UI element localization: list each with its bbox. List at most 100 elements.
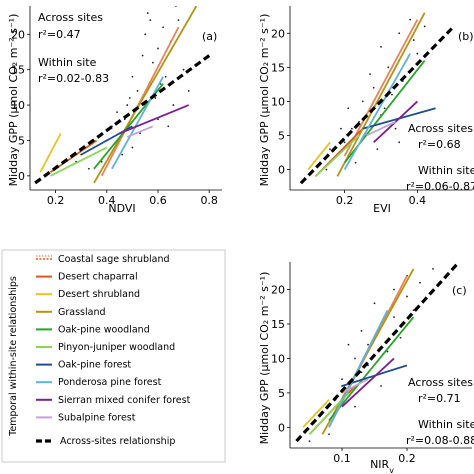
legend-title: Temporal within-site relationships bbox=[8, 276, 19, 437]
data-point bbox=[380, 385, 382, 387]
series-line-sierran-mixed-conifer-forest bbox=[341, 357, 395, 408]
series-line-ponderosa-pine-forest bbox=[328, 309, 389, 428]
data-point bbox=[376, 148, 379, 151]
series-line-oak-pine-woodland bbox=[328, 316, 415, 422]
legend-item-label: Pinyon-juniper woodland bbox=[58, 342, 175, 353]
data-point bbox=[172, 104, 175, 106]
data-point bbox=[131, 75, 134, 78]
data-point bbox=[139, 132, 141, 135]
panel-c-across-r2: r²=0.71 bbox=[418, 392, 461, 405]
plot-area bbox=[295, 262, 461, 443]
panel-a-xlabel: NDVI bbox=[108, 202, 135, 215]
data-point bbox=[350, 127, 353, 130]
data-point bbox=[177, 19, 180, 22]
legend-items: Coastal sage shrubland Desert chaparral De… bbox=[36, 254, 191, 447]
data-point bbox=[187, 90, 190, 92]
panel-b-ylabel: Midday GPP (μmol CO₂ m⁻² s⁻¹) bbox=[258, 14, 271, 187]
data-point bbox=[393, 288, 395, 291]
data-point bbox=[151, 61, 154, 64]
y-tick-label: 15 bbox=[271, 61, 285, 74]
y-tick-label: 0 bbox=[278, 421, 285, 434]
x-tick-label: 0.2 bbox=[47, 194, 65, 207]
series-line-grassland bbox=[336, 12, 426, 177]
legend-item-label: Grassland bbox=[58, 307, 106, 318]
plot-area bbox=[299, 12, 455, 185]
series-line-across-sites-relationship bbox=[34, 54, 211, 185]
series-line-pinyon-juniper-woodland bbox=[314, 134, 360, 178]
series-line-across-sites-relationship bbox=[299, 25, 455, 185]
legend-item-label: Oak-pine forest bbox=[58, 360, 131, 371]
y-tick-label: 15 bbox=[11, 64, 25, 77]
y-tick-label: 5 bbox=[278, 129, 285, 142]
data-point bbox=[164, 75, 167, 78]
series-line-desert-shrubland bbox=[302, 399, 330, 428]
y-tick-label: 20 bbox=[271, 284, 285, 297]
series-line-grassland bbox=[93, 6, 198, 184]
data-point bbox=[131, 146, 134, 149]
data-point bbox=[325, 168, 328, 171]
data-point bbox=[167, 125, 170, 128]
y-tick-label: 15 bbox=[271, 318, 285, 331]
y-tick-label: 0 bbox=[18, 170, 25, 183]
data-point bbox=[367, 343, 369, 346]
data-point bbox=[383, 107, 386, 110]
data-point bbox=[146, 12, 149, 14]
data-point bbox=[394, 127, 397, 130]
data-point bbox=[329, 148, 331, 151]
panel-c-across-text: Across sites bbox=[408, 376, 473, 389]
data-point bbox=[144, 33, 147, 36]
panel-a-across-text: Across sites bbox=[38, 11, 103, 24]
data-point bbox=[341, 378, 343, 381]
data-point bbox=[162, 26, 165, 29]
panel-c-ylabel: Midday GPP (μmol CO₂ m⁻² s⁻¹) bbox=[258, 272, 271, 445]
legend-item-label: Coastal sage shrubland bbox=[58, 254, 170, 265]
data-point bbox=[354, 161, 357, 164]
panel-c-xlabel: NIRv bbox=[370, 458, 394, 474]
data-point bbox=[157, 47, 159, 50]
data-point bbox=[399, 336, 402, 339]
data-point bbox=[154, 97, 157, 99]
series-line-ponderosa-pine-forest bbox=[343, 53, 411, 170]
panel-b-across-text: Across sites bbox=[408, 122, 473, 135]
panel-b-within-text: Within site bbox=[418, 164, 474, 177]
panel-c-label: (c) bbox=[452, 284, 467, 297]
data-point bbox=[347, 343, 350, 346]
data-point bbox=[126, 104, 129, 106]
series-line-desert-shrubland bbox=[39, 132, 62, 173]
data-point bbox=[423, 25, 426, 28]
x-tick-label: 0.2 bbox=[336, 194, 354, 207]
data-point bbox=[87, 167, 90, 170]
data-point bbox=[354, 405, 356, 408]
data-point bbox=[361, 100, 364, 103]
y-tick-label: 10 bbox=[11, 99, 25, 112]
legend-item-label: Sierran mixed conifer forest bbox=[58, 395, 191, 406]
data-point bbox=[182, 68, 185, 71]
data-point bbox=[406, 295, 408, 298]
data-point bbox=[340, 127, 342, 130]
data-point bbox=[398, 32, 401, 35]
y-tick-label: 20 bbox=[11, 28, 25, 41]
y-tick-label: 20 bbox=[271, 27, 285, 40]
data-point bbox=[136, 90, 139, 92]
y-tick-label: 10 bbox=[271, 95, 285, 108]
data-point bbox=[369, 73, 371, 76]
data-point bbox=[432, 267, 434, 270]
series-line-subalpine-forest bbox=[366, 121, 396, 137]
x-tick-label: 0.4 bbox=[409, 194, 427, 207]
data-point bbox=[387, 66, 390, 69]
series-line-subalpine-forest bbox=[341, 378, 369, 394]
panel-b-xlabel: EVI bbox=[373, 202, 391, 215]
data-point bbox=[393, 316, 395, 319]
legend-box bbox=[1, 249, 226, 463]
data-point bbox=[175, 6, 177, 7]
series-line-coastal-sage-shrubland bbox=[343, 19, 419, 157]
data-point bbox=[412, 39, 415, 41]
x-tick-label: 0.6 bbox=[149, 194, 167, 207]
legend-item-label: Subalpine forest bbox=[58, 412, 136, 423]
data-point bbox=[391, 93, 393, 96]
series-line-desert-shrubland bbox=[307, 141, 331, 171]
data-point bbox=[354, 357, 356, 360]
panel-a-within-r2: r²=0.02-0.83 bbox=[38, 72, 109, 85]
legend-across-label: Across-sites relationship bbox=[60, 436, 175, 447]
